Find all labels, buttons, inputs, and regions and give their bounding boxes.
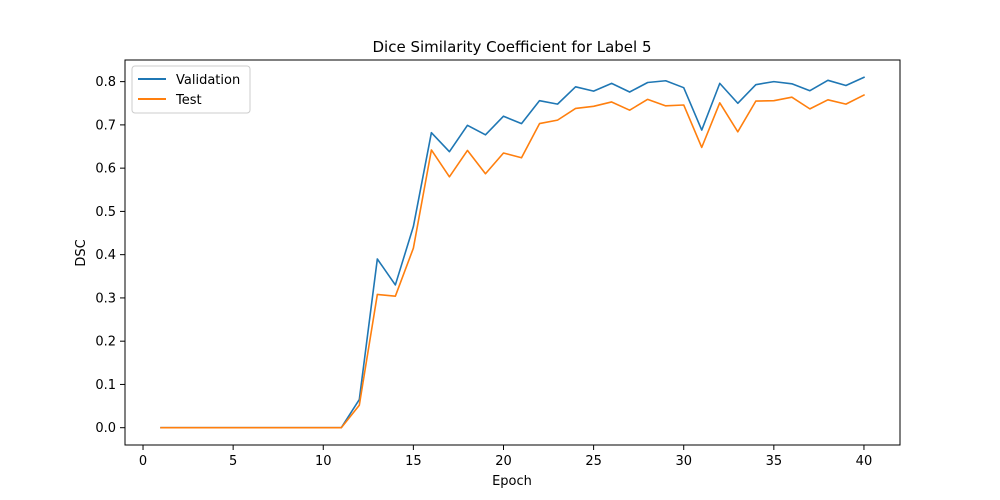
chart-title: Dice Similarity Coefficient for Label 5 <box>372 38 651 56</box>
y-tick-label: 0.8 <box>95 75 116 90</box>
y-tick-label: 0.4 <box>95 248 116 263</box>
y-tick-label: 0.6 <box>95 162 116 177</box>
y-tick-label: 0.0 <box>95 421 116 436</box>
x-tick-label: 40 <box>856 454 873 469</box>
x-tick-label: 15 <box>405 454 422 469</box>
y-axis-label: DSC <box>74 239 89 266</box>
y-axis: 0.0 0.1 0.2 0.3 0.4 0.5 0.6 0.7 0.8 <box>95 75 125 436</box>
legend: Validation Test <box>131 65 251 114</box>
y-tick-label: 0.2 <box>95 335 116 350</box>
legend-box <box>131 65 251 114</box>
series-line-test <box>160 93 866 429</box>
x-tick-label: 30 <box>675 454 692 469</box>
x-tick-label: 25 <box>585 454 602 469</box>
legend-label-test: Test <box>175 93 202 108</box>
x-axis-label: Epoch <box>492 474 532 489</box>
legend-label-validation: Validation <box>176 73 240 88</box>
x-tick-label: 5 <box>229 454 237 469</box>
x-tick-label: 35 <box>766 454 783 469</box>
series-layer <box>160 76 866 429</box>
x-tick-label: 10 <box>315 454 332 469</box>
y-tick-label: 0.7 <box>95 118 116 133</box>
x-tick-label: 0 <box>139 454 147 469</box>
x-axis: 0 5 10 15 20 25 30 35 40 <box>139 445 872 469</box>
plot-area-frame <box>124 59 901 446</box>
y-tick-label: 0.1 <box>95 378 116 393</box>
y-tick-label: 0.5 <box>95 205 116 220</box>
series-line-validation <box>160 76 866 429</box>
y-tick-label: 0.3 <box>95 291 116 306</box>
x-tick-label: 20 <box>495 454 512 469</box>
